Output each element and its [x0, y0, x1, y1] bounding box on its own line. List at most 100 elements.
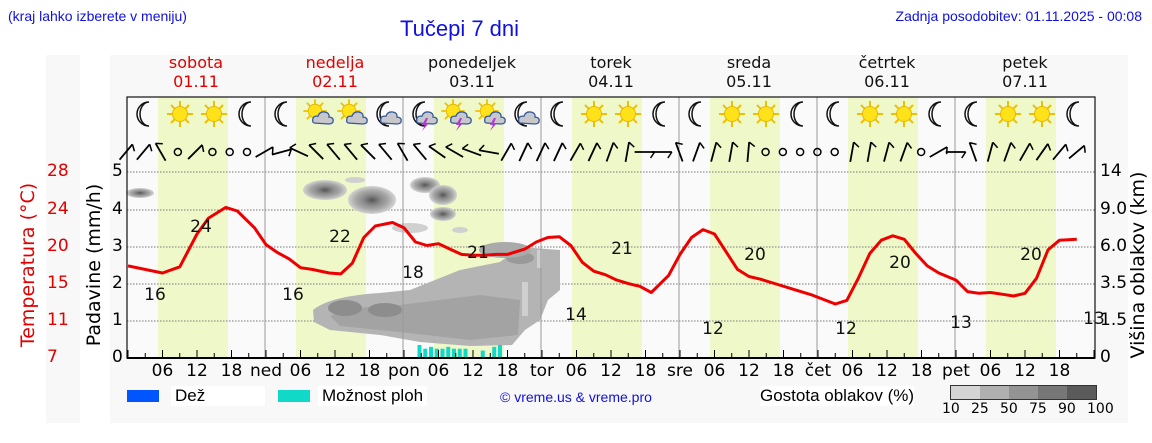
density-swatch-50: [1009, 386, 1038, 399]
showers-bar: [434, 348, 439, 358]
x-tick-label: 12: [876, 361, 898, 381]
temp-label: 20: [889, 253, 911, 273]
axis-tick-label: 14: [1100, 161, 1122, 181]
wind-barb-icon: [326, 142, 341, 161]
temperature-labels: 16 24 16 22 18 21 14 21 12 20 12 20 13 20 13: [144, 217, 1105, 339]
daylight-band: [986, 97, 1056, 358]
wind-barb-icon: [710, 141, 722, 162]
day-name: nedelja: [305, 53, 365, 72]
axis-tick-label: 28: [47, 161, 69, 181]
calm-wind-icon: [778, 147, 788, 157]
wind-barbs-row: [118, 141, 1086, 163]
wind-barb-icon: [634, 151, 656, 159]
calm-wind-icon: [242, 147, 252, 157]
wind-barb-icon: [883, 141, 895, 162]
x-tick-label: pet: [942, 361, 970, 381]
axis-tick-label: 0: [112, 347, 123, 367]
axis-tick-label: 3: [112, 236, 123, 256]
wind-barb-icon: [187, 144, 205, 160]
axis-tick-label: 4: [112, 199, 123, 219]
x-tick-label: 18: [359, 361, 381, 381]
temp-label: 21: [611, 239, 633, 259]
page-title: Tučepi 7 dni: [400, 16, 520, 41]
wind-barb-icon: [692, 142, 705, 162]
axis-tick-label: 1: [112, 310, 123, 330]
density-swatch-90: [1067, 386, 1096, 399]
density-swatch-25: [980, 386, 1009, 399]
wind-barb-icon: [518, 142, 533, 162]
wind-barb-icon: [412, 142, 427, 161]
axis-tick-label: 2: [112, 273, 123, 293]
day-date: 01.11: [173, 72, 219, 91]
daylight-band: [158, 97, 228, 358]
wind-barb-icon: [1068, 144, 1086, 160]
day-name: sreda: [726, 53, 772, 72]
wind-barb-icon: [986, 141, 999, 162]
x-tick-label: 06: [980, 361, 1002, 381]
wind-barb-icon: [605, 142, 619, 162]
showers-bar: [452, 348, 456, 358]
wind-barb-icon: [945, 151, 967, 159]
day-header: petek 07.11: [965, 53, 1085, 91]
day-header: torek 04.11: [551, 53, 671, 91]
legend-rain: Dež: [127, 386, 266, 406]
wind-barb-icon: [136, 143, 153, 161]
calm-wind-icon: [225, 147, 234, 157]
showers-bar: [498, 344, 502, 358]
wind-barb-icon: [849, 141, 860, 163]
temperature-line: [127, 205, 1077, 306]
temp-label: 22: [329, 227, 351, 247]
x-tick-label: 06: [566, 361, 588, 381]
density-tick: 10: [942, 401, 960, 417]
calm-wind-icon: [795, 147, 805, 157]
x-tick-label: 18: [221, 361, 243, 381]
temp-axis-panel: [46, 55, 80, 423]
x-tick-label: ned: [250, 361, 282, 381]
wind-barb-icon: [154, 142, 167, 162]
x-tick-label: pon: [388, 361, 420, 381]
legend-showers: Možnost ploh: [278, 386, 428, 406]
x-tick-label: 06: [290, 361, 312, 381]
grid-lines: [127, 171, 1095, 322]
x-axis-ticks: 06 12 18 ned 06 12 18 pon 06 12 18 tor 06 12 18 sre 06 12…: [127, 350, 1095, 381]
temp-label: 13: [1083, 309, 1105, 329]
calm-wind-icon: [830, 147, 839, 157]
wind-barb-icon: [587, 142, 602, 162]
calm-wind-icon: [208, 147, 217, 157]
day-name: petek: [1002, 53, 1048, 72]
wind-barb-icon: [478, 144, 500, 155]
day-date: 05.11: [726, 72, 772, 91]
wind-barb-icon: [271, 148, 292, 157]
wind-barb-icon: [308, 142, 324, 160]
wind-barb-icon: [118, 143, 136, 161]
wind-barb-icon: [1052, 143, 1069, 161]
wind-barb-icon: [360, 142, 376, 160]
temp-label: 14: [565, 305, 587, 325]
calm-wind-icon: [813, 147, 822, 157]
copyright-link[interactable]: © vreme.us & vreme.pro: [500, 389, 652, 405]
wind-barb-icon: [553, 142, 567, 162]
temp-label: 12: [702, 319, 724, 339]
x-tick-label: 06: [704, 361, 726, 381]
wind-barb-icon: [929, 146, 948, 158]
temp-label: 16: [282, 285, 304, 305]
wind-barb-icon: [1019, 142, 1034, 162]
x-tick-label: 12: [600, 361, 622, 381]
cloud-density-label: Gostota oblakov (%): [760, 386, 915, 406]
axis-tick-label: 5: [112, 161, 123, 181]
cloud-density-scale: [950, 385, 1097, 400]
x-tick-label: 06: [428, 361, 450, 381]
day-header: ponedeljek 03.11: [412, 53, 532, 91]
daylight-band: [848, 97, 918, 358]
wind-barb-icon: [500, 142, 516, 162]
showers-bars: [417, 344, 502, 358]
density-tick: 75: [1029, 401, 1047, 417]
showers-bar: [417, 344, 422, 358]
x-tick-label: 06: [842, 361, 864, 381]
density-tick: 90: [1058, 401, 1076, 417]
density-tick: 100: [1087, 401, 1114, 417]
axis-tick-label: 9.0: [1100, 199, 1128, 219]
wind-barb-icon: [289, 143, 309, 158]
cloud-density-field: [126, 177, 560, 346]
